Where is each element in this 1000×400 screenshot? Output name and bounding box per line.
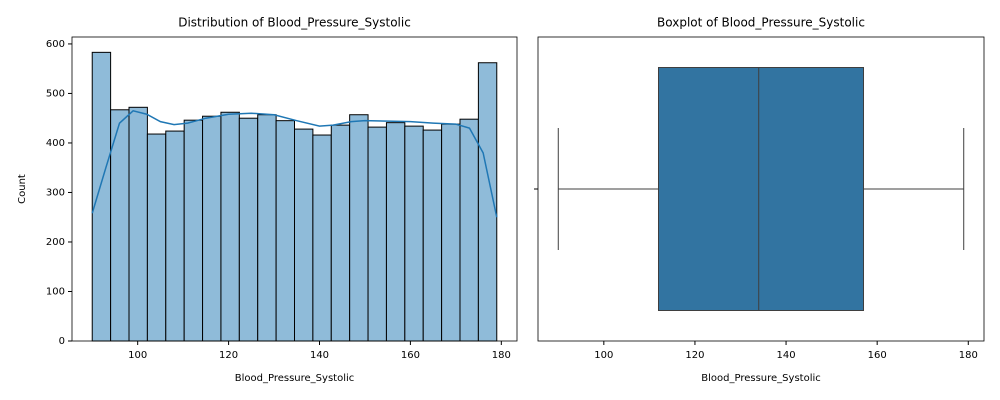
histogram-bar bbox=[165, 130, 185, 342]
histogram-bar bbox=[202, 115, 222, 342]
x-tick-label: 140 bbox=[310, 350, 329, 361]
histogram-bar bbox=[220, 111, 240, 342]
x-tick-label: 160 bbox=[401, 350, 420, 361]
x-tick-label: 100 bbox=[594, 350, 613, 361]
x-tick-label: 120 bbox=[219, 350, 238, 361]
x-axis-label: Blood_Pressure_Systolic bbox=[235, 373, 355, 384]
y-tick-label: 500 bbox=[46, 88, 65, 99]
kde-line bbox=[91, 109, 498, 218]
x-tick-label: 180 bbox=[959, 350, 978, 361]
x-tick-label: 140 bbox=[777, 350, 796, 361]
y-tick-label: 300 bbox=[46, 187, 65, 198]
histogram-bar bbox=[294, 128, 314, 342]
box bbox=[657, 67, 865, 311]
histogram-bar bbox=[183, 119, 204, 342]
histogram-bar bbox=[349, 114, 369, 342]
histogram-bar bbox=[146, 133, 167, 342]
y-tick-label: 600 bbox=[46, 39, 65, 50]
y-tick-label: 100 bbox=[46, 286, 65, 297]
histogram-bar bbox=[367, 126, 387, 342]
y-tick-label: 0 bbox=[59, 336, 65, 347]
x-tick-label: 120 bbox=[685, 350, 704, 361]
histogram-bar bbox=[385, 122, 406, 342]
histogram-bar bbox=[238, 117, 259, 342]
x-tick-label: 180 bbox=[492, 350, 511, 361]
histogram-bar bbox=[91, 51, 112, 342]
histogram-bar bbox=[330, 124, 351, 342]
histogram-bar bbox=[422, 129, 443, 342]
axes-frame bbox=[71, 36, 518, 342]
histogram-bar bbox=[459, 118, 479, 342]
y-tick-label: 400 bbox=[46, 138, 65, 149]
histogram-bar bbox=[312, 134, 332, 342]
histogram-bar bbox=[275, 120, 296, 342]
histogram-bar bbox=[441, 123, 461, 342]
chart-title: Boxplot of Blood_Pressure_Systolic bbox=[657, 16, 865, 30]
histogram-bar bbox=[404, 125, 424, 342]
x-tick-label: 160 bbox=[868, 350, 887, 361]
chart-title: Distribution of Blood_Pressure_Systolic bbox=[178, 16, 411, 30]
y-axis-label: Count bbox=[17, 174, 28, 204]
x-axis-label: Blood_Pressure_Systolic bbox=[701, 373, 821, 384]
axes-frame bbox=[537, 36, 985, 342]
histogram-bar bbox=[257, 114, 277, 342]
histogram-bar bbox=[128, 106, 148, 342]
x-tick-label: 100 bbox=[128, 350, 147, 361]
y-tick-label: 200 bbox=[46, 237, 65, 248]
